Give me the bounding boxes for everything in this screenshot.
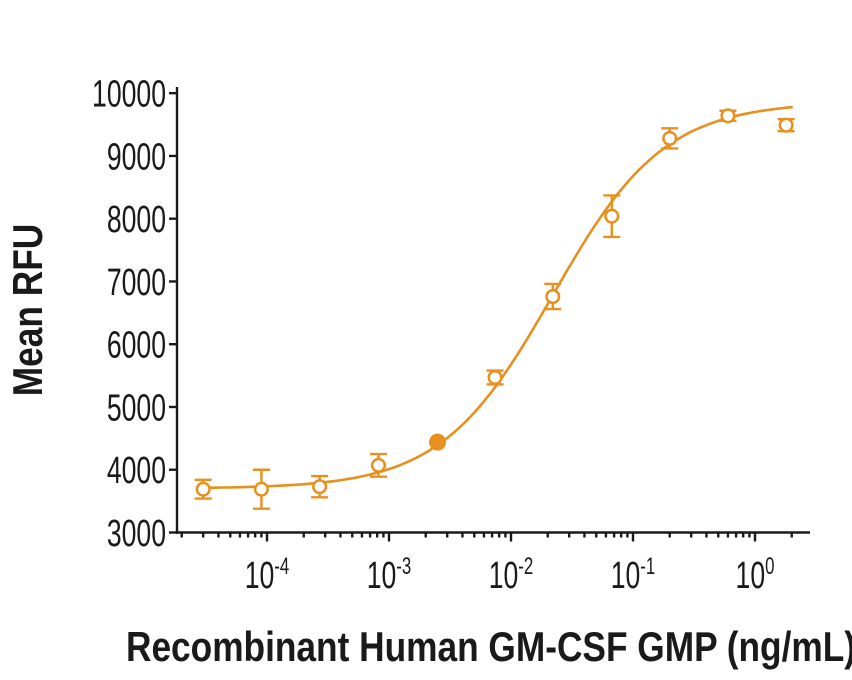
y-tick-label: 6000 <box>107 323 166 366</box>
tick-labels: 3000 4000 5000 6000 7000 8000 9000 10000 10-4 10-… <box>92 72 774 596</box>
y-tick-label: 4000 <box>107 448 166 491</box>
data-point-marker <box>253 481 269 497</box>
data-point-marker <box>545 288 561 305</box>
y-tick-label: 5000 <box>107 386 166 429</box>
fit-curve <box>200 105 794 490</box>
x-tick-label: 100 <box>736 553 775 596</box>
y-tick-label: 9000 <box>107 135 166 178</box>
data-point-marker <box>604 208 620 224</box>
y-tick-label: 8000 <box>107 197 166 240</box>
y-tick-label: 7000 <box>107 260 166 303</box>
data-point-marker <box>487 369 503 386</box>
x-tick-label: 10-4 <box>245 553 290 596</box>
axes <box>169 87 810 542</box>
data-point-marker <box>778 117 794 133</box>
y-tick-label: 10000 <box>92 72 166 115</box>
x-tick-label: 10-1 <box>611 553 656 596</box>
x-axis-title: Recombinant Human GM-CSF GMP (ng/mL) <box>126 624 852 671</box>
data-point-marker <box>662 130 678 146</box>
data-point-marker <box>720 108 736 124</box>
data-points <box>194 108 795 510</box>
data-point-marker <box>195 481 211 497</box>
data-point-marker <box>312 479 328 495</box>
data-point-marker-filled <box>429 433 447 451</box>
x-tick-label: 10-3 <box>367 553 412 596</box>
x-tick-label: 10-2 <box>489 553 534 596</box>
data-point-marker <box>370 457 387 473</box>
y-tick-label: 3000 <box>107 511 166 554</box>
y-axis-title: Mean RFU <box>5 224 52 396</box>
